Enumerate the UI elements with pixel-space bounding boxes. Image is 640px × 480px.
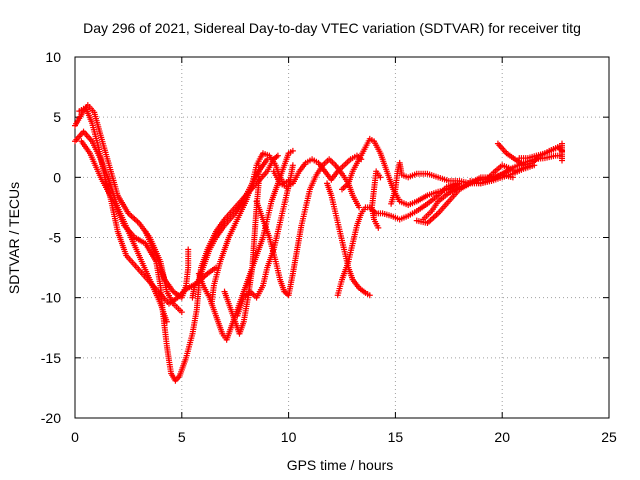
y-tick-label: 10 [45, 49, 61, 65]
y-tick-label: -15 [41, 350, 61, 366]
series-pass-23 [516, 140, 566, 164]
data-point [178, 309, 185, 316]
x-tick-label: 10 [281, 429, 297, 445]
series-pass-15 [339, 135, 463, 209]
data-point [366, 292, 373, 299]
y-tick-label: 0 [53, 169, 61, 185]
data-point [529, 162, 536, 169]
series-pass-18 [368, 168, 384, 231]
series-pass-2 [72, 128, 170, 325]
data-layer [72, 102, 566, 384]
x-tick-label: 25 [601, 429, 617, 445]
series-pass-9 [221, 162, 262, 337]
data-point [289, 147, 296, 154]
series-pass-12 [270, 152, 365, 190]
series-pass-5 [142, 228, 192, 301]
x-tick-label: 20 [494, 429, 510, 445]
x-tick-label: 15 [388, 429, 404, 445]
y-tick-label: 5 [53, 109, 61, 125]
series-pass-11 [253, 156, 363, 299]
series-pass-13 [324, 180, 373, 299]
grid [75, 57, 609, 418]
y-axis-title: SDTVAR / TECUs [6, 182, 22, 294]
data-point [559, 157, 566, 164]
data-point [255, 162, 262, 169]
axis-ticks: 0 5 10 15 20 25 -20 -15 -10 -5 0 5 10 [41, 49, 617, 445]
data-point [185, 246, 192, 253]
x-tick-label: 5 [178, 429, 186, 445]
data-point [377, 174, 384, 181]
y-tick-label: -5 [49, 230, 62, 246]
x-axis-title: GPS time / hours [287, 457, 394, 473]
data-point [274, 152, 281, 159]
data-point [509, 174, 516, 181]
y-tick-label: -10 [41, 290, 61, 306]
chart-title: Day 296 of 2021, Sidereal Day-to-day VTE… [83, 20, 581, 36]
data-point [356, 204, 363, 211]
y-tick-label: -20 [41, 410, 61, 426]
data-point [289, 162, 296, 169]
series-pass-24 [482, 162, 536, 184]
x-tick-label: 0 [71, 429, 79, 445]
